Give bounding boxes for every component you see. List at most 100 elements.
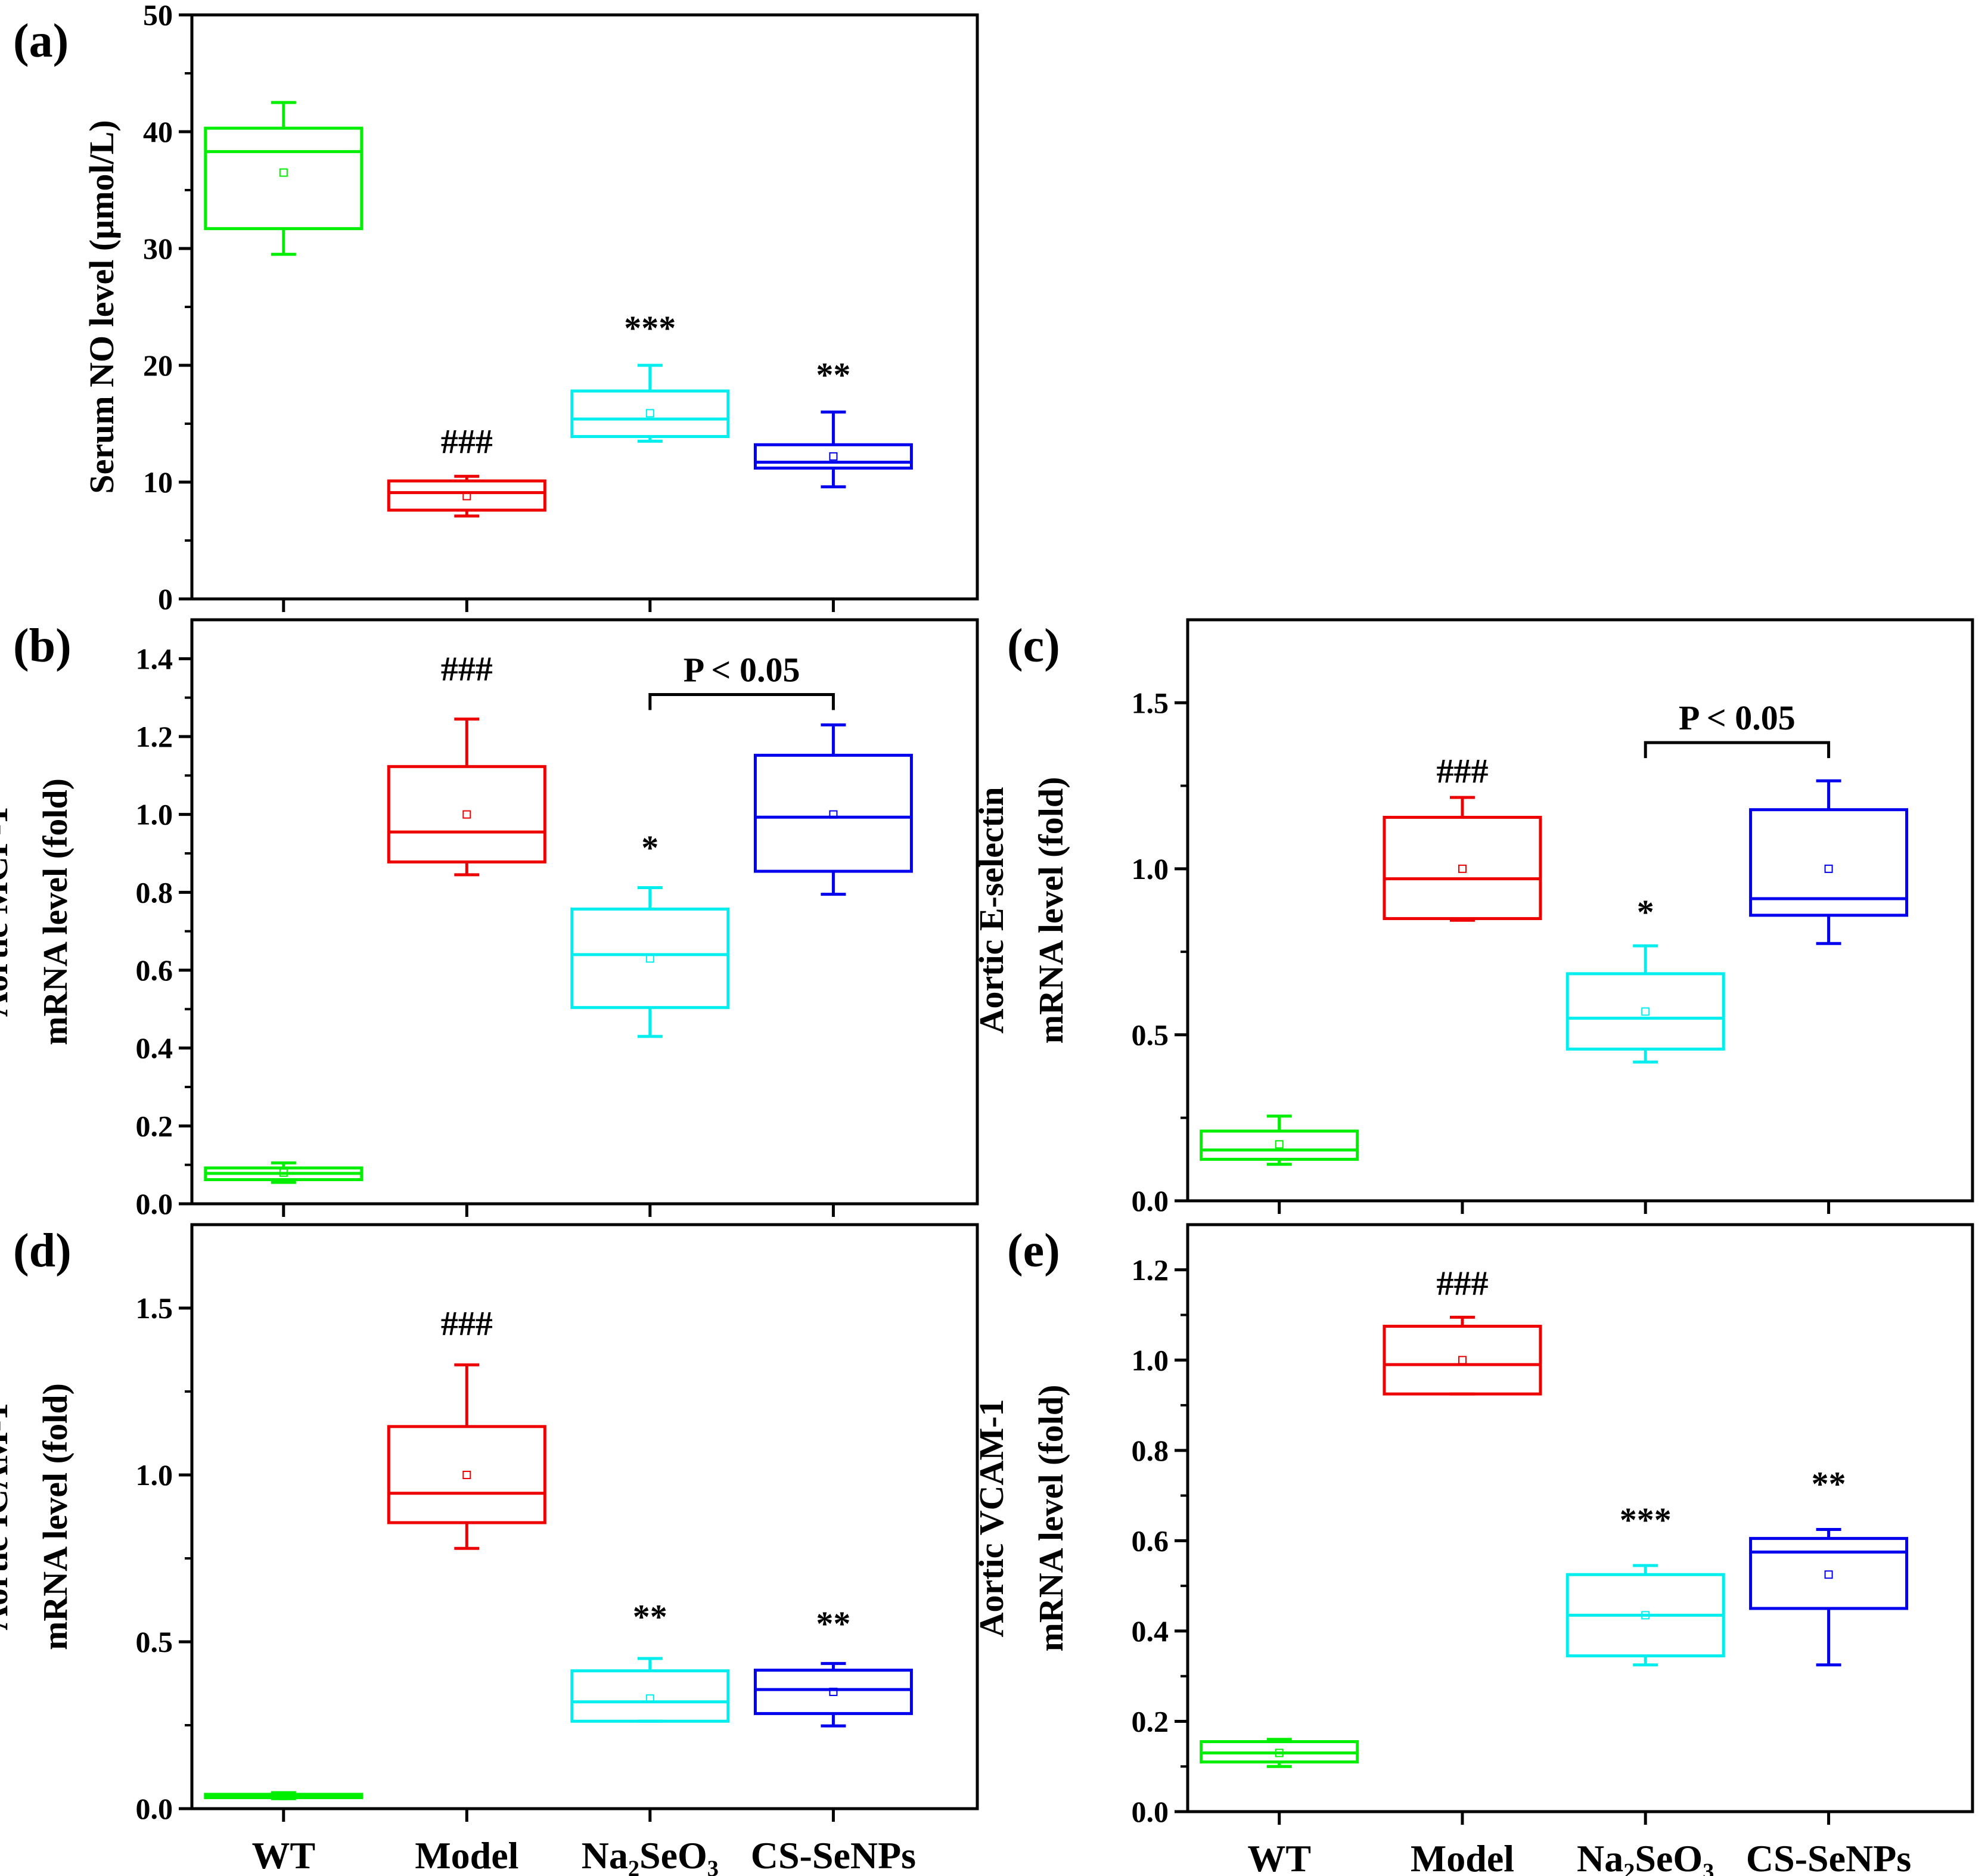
y-tick-label: 1.0 — [1132, 852, 1169, 886]
panel-c: (c) 0.0 0.5 1.0 1.5 Aortic E-selectin mRNA lev… — [972, 618, 1974, 1217]
box-iqr — [753, 1669, 913, 1715]
box-CS-SeNPs — [753, 723, 913, 896]
y-tick-label: 0.4 — [1132, 1614, 1169, 1648]
box-CS-SeNPs — [1749, 779, 1909, 945]
y-axis-title: Aortic VCAM-1 — [972, 1399, 1011, 1638]
box-iqr — [1200, 1129, 1359, 1161]
box-Model — [387, 474, 546, 518]
box-Model — [387, 718, 546, 877]
y-tick-label: 40 — [143, 115, 173, 148]
y-axis-title: mRNA level (fold) — [36, 1383, 74, 1650]
y-tick-label: 0.4 — [136, 1032, 173, 1065]
box-mean-marker — [1641, 1007, 1650, 1016]
box-WT — [204, 1161, 364, 1184]
y-tick-label: 30 — [143, 232, 173, 265]
comparison-bracket — [648, 692, 835, 710]
box-WT — [204, 1791, 364, 1800]
y-tick-label: 0.0 — [1132, 1184, 1169, 1217]
box-mean-marker — [645, 954, 654, 963]
y-axis-title: Aortic MCP-1 — [0, 807, 15, 1017]
box-mean-marker — [1824, 864, 1833, 873]
y-tick-label: 0.5 — [1132, 1018, 1169, 1051]
box-Model — [1383, 796, 1542, 922]
x-category-label: Na₂SeO₃ — [582, 1834, 719, 1876]
box-CS-SeNPs — [753, 1661, 913, 1728]
panel-label-a: (a) — [13, 15, 69, 67]
y-tick-label: 1.0 — [1132, 1343, 1169, 1377]
significance-label: ** — [816, 1604, 850, 1643]
panel-label-e: (e) — [1007, 1225, 1060, 1277]
y-axis-title: mRNA level (fold) — [36, 778, 74, 1045]
x-category-label: Na₂SeO₃ — [1577, 1837, 1714, 1876]
box-mean-marker — [645, 1694, 654, 1703]
box-mean-marker — [645, 409, 654, 418]
y-tick-label: 1.2 — [1132, 1253, 1169, 1287]
panel-label-c: (c) — [1007, 620, 1060, 672]
x-category-label: CS-SeNPs — [751, 1834, 916, 1876]
y-tick-label: 0.0 — [1132, 1795, 1169, 1828]
panel-label-d: (d) — [13, 1225, 72, 1277]
x-category-label: Model — [1411, 1837, 1514, 1876]
y-tick-label: 0.2 — [1132, 1704, 1169, 1738]
y-tick-label: 20 — [143, 349, 173, 382]
y-tick-label: 1.5 — [136, 1291, 173, 1325]
box-mean-marker — [1275, 1748, 1284, 1757]
plot-frame — [190, 1223, 979, 1810]
box-mean-marker — [1824, 1570, 1833, 1579]
significance-label: ** — [1812, 1465, 1846, 1504]
y-tick-label: 1.2 — [136, 720, 173, 753]
significance-label: ### — [1436, 1263, 1488, 1302]
box-mean-marker — [279, 168, 288, 177]
box-mean-marker — [462, 1471, 471, 1479]
box-iqr — [387, 1425, 546, 1524]
y-axis-title: Serum NO level (μmol/L) — [82, 120, 121, 493]
box-iqr — [1749, 808, 1909, 917]
box-WT — [1200, 1114, 1359, 1166]
box-Na2SeO3 — [1565, 944, 1725, 1064]
box-iqr — [570, 907, 730, 1010]
box-iqr — [1383, 816, 1542, 920]
y-tick-label: 0.8 — [1132, 1434, 1169, 1467]
plot-frame — [190, 13, 979, 601]
box-mean-marker — [829, 452, 838, 461]
significance-label: *** — [624, 309, 676, 347]
box-iqr — [204, 126, 364, 231]
box-WT — [204, 101, 364, 256]
box-iqr — [387, 479, 546, 512]
significance-label: * — [641, 828, 658, 867]
box-Na2SeO3 — [570, 364, 730, 443]
box-iqr — [387, 765, 546, 864]
box-Na2SeO3 — [570, 1657, 730, 1723]
box-mean-marker — [279, 1168, 288, 1177]
box-Na2SeO3 — [1565, 1564, 1725, 1667]
significance-label: ### — [441, 422, 493, 461]
box-mean-marker — [1275, 1140, 1284, 1149]
box-mean-marker — [279, 1791, 288, 1800]
plot-frame — [190, 618, 979, 1206]
box-iqr — [753, 443, 913, 470]
y-axis-title: Aortic E-selectin — [972, 787, 1011, 1034]
box-iqr — [1565, 972, 1725, 1051]
box-iqr — [570, 1669, 730, 1723]
plot-frame — [1186, 618, 1974, 1203]
comparison-bracket-label: P < 0.05 — [1679, 698, 1796, 737]
box-Na2SeO3 — [570, 886, 730, 1038]
significance-label: * — [1637, 893, 1654, 931]
box-mean-marker — [1458, 1356, 1467, 1365]
box-iqr — [753, 753, 913, 873]
x-category-label: WT — [251, 1834, 315, 1876]
box-CS-SeNPs — [1749, 1527, 1909, 1667]
y-axis-title: mRNA level (fold) — [1032, 1385, 1070, 1652]
y-tick-label: 0.2 — [136, 1109, 173, 1142]
box-iqr — [1749, 1537, 1909, 1610]
box-Model — [387, 1363, 546, 1550]
box-mean-marker — [1458, 864, 1467, 873]
y-tick-label: 1.4 — [136, 642, 173, 675]
box-mean-marker — [462, 492, 471, 501]
box-mean-marker — [1641, 1611, 1650, 1620]
significance-label: ** — [816, 355, 850, 394]
comparison-bracket-label: P < 0.05 — [684, 650, 800, 689]
panel-e: (e) 0.0 0.2 0.4 0.6 0.8 1.0 1.2 Aortic VCAM-1 mRN… — [972, 1223, 1974, 1876]
significance-label: *** — [1620, 1501, 1672, 1539]
y-tick-label: 0.0 — [136, 1792, 173, 1825]
